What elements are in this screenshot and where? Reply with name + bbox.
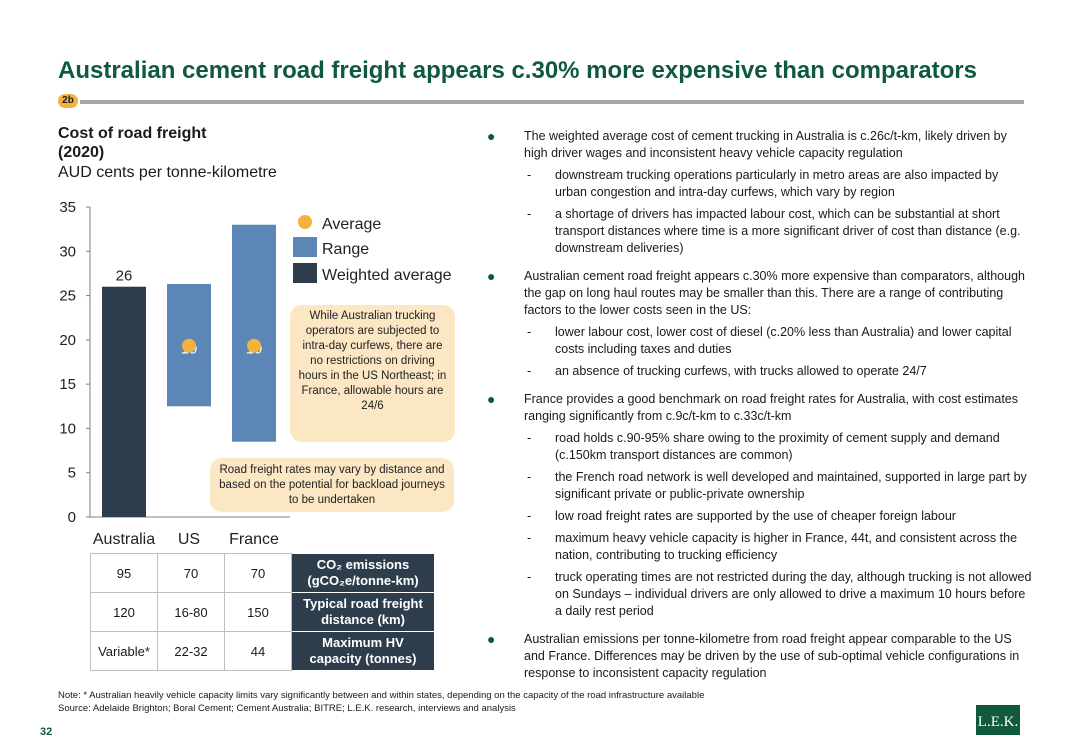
title-divider: [80, 100, 1024, 104]
bullet-dot-icon: ●: [487, 631, 496, 647]
dash-icon: -: [527, 470, 532, 484]
chart-title-line1: Cost of road freight: [58, 125, 207, 142]
average-marker-france: [247, 338, 261, 353]
footnote: Note: * Australian heavily vehicle capac…: [58, 689, 704, 715]
y-tick-label: 30: [59, 243, 76, 260]
dash-icon: -: [527, 168, 532, 182]
commentary: ● The weighted average cost of cement tru…: [487, 128, 1032, 682]
sub-bullet-text: road holds c.90-95% share owing to the p…: [555, 431, 1000, 462]
range-bar-france: [232, 224, 276, 442]
bullet-dot-icon: ●: [487, 268, 496, 284]
sub-bullet: - low road freight rates are supported by…: [487, 508, 1032, 525]
row-header-line: CO₂ emissions: [316, 557, 410, 572]
sub-bullet-text: lower labour cost, lower cost of diesel …: [555, 325, 1012, 356]
table-cell: 70: [157, 553, 225, 593]
table-cell: Variable*: [90, 631, 158, 671]
y-tick-label: 15: [59, 376, 76, 393]
chart-subtitle: AUD cents per tonne-kilometre: [58, 164, 277, 181]
row-header-line: (gCO₂e/tonne-km): [307, 573, 419, 588]
weighted-average-bar: [102, 286, 146, 517]
row-header-capacity: Maximum HV capacity (tonnes): [291, 631, 435, 671]
chart-title: Cost of road freight (2020): [58, 124, 206, 162]
bullet-dot-icon: ●: [487, 128, 496, 144]
y-tick-label: 5: [68, 465, 76, 482]
bullet-dot-icon: ●: [487, 391, 496, 407]
row-header-co2: CO₂ emissions (gCO₂e/tonne-km): [291, 553, 435, 593]
section-tag: 2b: [58, 94, 78, 108]
dash-icon: -: [527, 570, 532, 584]
callout-driving-hours: While Australian trucking operators are …: [290, 305, 455, 442]
table-row: Variable* 22-32 44 Maximum HV capacity (…: [90, 631, 435, 671]
sub-bullet-text: a shortage of drivers has impacted labou…: [555, 207, 1021, 255]
y-tick-label: 35: [59, 199, 76, 216]
company-logo: L.E.K.: [976, 705, 1020, 735]
table-cell: 22-32: [157, 631, 225, 671]
source-line: Source: Adelaide Brighton; Boral Cement;…: [58, 703, 516, 714]
sub-bullet: - lower labour cost, lower cost of diesel…: [487, 324, 1032, 358]
table-cell: 95: [90, 553, 158, 593]
table-cell: 70: [224, 553, 292, 593]
page-number: 32: [40, 726, 53, 738]
category-label: Australia: [93, 531, 155, 548]
sub-bullet: - road holds c.90-95% share owing to the …: [487, 430, 1032, 464]
y-tick-label: 20: [59, 332, 76, 349]
legend-range-swatch: [293, 237, 317, 257]
callout-backload: Road freight rates may vary by distance …: [210, 458, 454, 512]
bullet-text: The weighted average cost of cement truc…: [524, 129, 1007, 160]
page-title: Australian cement road freight appears c…: [58, 57, 977, 84]
dash-icon: -: [527, 325, 532, 339]
category-label: US: [178, 531, 200, 548]
sub-bullet: - an absence of trucking curfews, with tr…: [487, 363, 1032, 380]
bullet: ● France provides a good benchmark on roa…: [487, 391, 1032, 425]
y-tick-label: 10: [59, 420, 76, 437]
sub-bullet-text: an absence of trucking curfews, with tru…: [555, 364, 927, 378]
table-row: 120 16-80 150 Typical road freight dista…: [90, 592, 435, 632]
bullet: ● The weighted average cost of cement tru…: [487, 128, 1032, 162]
dash-icon: -: [527, 364, 532, 378]
y-tick-label: 0: [68, 509, 76, 526]
row-header-line: distance (km): [321, 612, 405, 627]
row-header-line: capacity (tonnes): [309, 651, 417, 666]
legend-average-swatch: [298, 215, 312, 229]
sub-bullet-text: maximum heavy vehicle capacity is higher…: [555, 531, 1018, 562]
table-cell: 16-80: [157, 592, 225, 632]
sub-bullet: - a shortage of drivers has impacted labo…: [487, 206, 1032, 257]
legend-weighted-label: Weighted average: [322, 267, 452, 284]
row-header-line: Typical road freight: [303, 596, 423, 611]
dash-icon: -: [527, 431, 532, 445]
category-label: France: [229, 531, 279, 548]
sub-bullet-text: the French road network is well develope…: [555, 470, 1027, 501]
freight-cost-chart: 05101520253035261919AustraliaUSFranceAve…: [59, 199, 452, 548]
legend-average-label: Average: [322, 216, 381, 233]
note-line: Note: * Australian heavily vehicle capac…: [58, 690, 705, 701]
sub-bullet-text: truck operating times are not restricted…: [555, 570, 1032, 618]
sub-bullet-text: low road freight rates are supported by …: [555, 509, 956, 523]
legend-weighted-swatch: [293, 263, 317, 283]
table-cell: 44: [224, 631, 292, 671]
sub-bullet-text: downstream trucking operations particula…: [555, 168, 999, 199]
table-cell: 150: [224, 592, 292, 632]
bullet: ● Australian cement road freight appears …: [487, 268, 1032, 319]
dash-icon: -: [527, 509, 532, 523]
dash-icon: -: [527, 531, 532, 545]
bullet-text: France provides a good benchmark on road…: [524, 392, 1018, 423]
row-header-line: Maximum HV: [322, 635, 404, 650]
bullet: ● Australian emissions per tonne-kilometr…: [487, 631, 1032, 682]
weighted-average-label: 26: [116, 268, 133, 285]
sub-bullet: - maximum heavy vehicle capacity is highe…: [487, 530, 1032, 564]
comparison-table: 95 70 70 CO₂ emissions (gCO₂e/tonne-km) …: [90, 553, 435, 671]
dash-icon: -: [527, 207, 532, 221]
chart-title-line2: (2020): [58, 144, 105, 161]
sub-bullet: - truck operating times are not restricte…: [487, 569, 1032, 620]
legend-range-label: Range: [322, 241, 369, 258]
average-marker-us: [182, 338, 196, 353]
bullet-text: Australian cement road freight appears c…: [524, 269, 1025, 317]
sub-bullet: - downstream trucking operations particul…: [487, 167, 1032, 201]
sub-bullet: - the French road network is well develop…: [487, 469, 1032, 503]
y-tick-label: 25: [59, 288, 76, 305]
row-header-distance: Typical road freight distance (km): [291, 592, 435, 632]
table-cell: 120: [90, 592, 158, 632]
table-row: 95 70 70 CO₂ emissions (gCO₂e/tonne-km): [90, 553, 435, 593]
bullet-text: Australian emissions per tonne-kilometre…: [524, 632, 1020, 680]
